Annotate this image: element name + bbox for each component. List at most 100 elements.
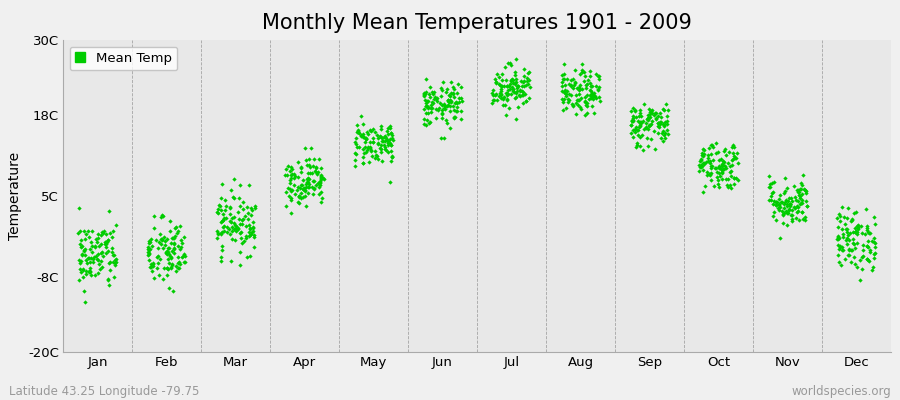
Point (793, 194, 807, 201)
Point (641, 115, 655, 121)
Point (584, 83, 598, 90)
Point (725, 162, 740, 168)
Point (356, 121, 370, 128)
Point (522, 77, 536, 84)
Point (248, 205, 262, 211)
Point (785, 218, 799, 225)
Point (159, 248, 174, 254)
Point (791, 189, 806, 196)
Point (450, 90, 464, 96)
Point (348, 135, 363, 142)
Point (592, 94, 607, 100)
Point (146, 260, 160, 267)
Point (230, 226, 244, 232)
Point (385, 135, 400, 142)
Point (442, 92, 456, 98)
Point (855, 266, 869, 272)
Point (516, 92, 530, 98)
Point (565, 101, 580, 107)
Point (312, 182, 327, 188)
Point (851, 224, 866, 231)
Point (378, 145, 392, 152)
Point (842, 251, 856, 258)
Point (489, 79, 503, 85)
Point (350, 128, 365, 135)
Point (699, 169, 714, 175)
Point (769, 199, 783, 205)
Point (518, 98, 533, 104)
Point (641, 117, 655, 123)
Point (860, 222, 875, 229)
Point (849, 261, 863, 267)
Point (575, 85, 590, 92)
Point (240, 254, 255, 260)
Point (356, 130, 371, 137)
Point (643, 109, 657, 115)
Point (770, 199, 784, 205)
Point (365, 153, 380, 159)
Point (299, 181, 313, 188)
Point (211, 210, 225, 216)
Point (108, 222, 122, 229)
Point (307, 185, 321, 191)
Point (767, 179, 781, 186)
Point (867, 235, 881, 241)
Point (796, 216, 810, 222)
Point (308, 168, 322, 174)
Point (169, 224, 184, 230)
Point (210, 234, 224, 241)
Point (157, 264, 171, 271)
Point (374, 146, 388, 152)
Point (847, 240, 861, 247)
Point (659, 101, 673, 107)
Point (74, 244, 88, 250)
Point (861, 244, 876, 250)
Point (84, 255, 98, 261)
Point (626, 127, 640, 133)
Point (500, 77, 514, 84)
Point (436, 111, 450, 117)
Point (222, 231, 237, 237)
Point (166, 246, 181, 252)
Point (363, 144, 377, 151)
Point (555, 99, 570, 105)
Point (358, 136, 373, 142)
Point (157, 244, 171, 251)
Point (495, 70, 509, 77)
Point (698, 160, 712, 166)
Point (715, 161, 729, 168)
Point (695, 163, 709, 170)
Point (628, 124, 643, 130)
Point (868, 213, 882, 220)
Point (508, 72, 523, 78)
Point (581, 96, 596, 102)
Point (793, 186, 807, 193)
Point (375, 157, 390, 164)
Point (711, 177, 725, 184)
Point (626, 113, 640, 119)
Point (642, 106, 656, 112)
Point (850, 231, 864, 237)
Point (649, 114, 663, 121)
Point (421, 98, 436, 104)
Point (283, 177, 297, 183)
Point (556, 70, 571, 77)
Point (657, 132, 671, 138)
Point (285, 166, 300, 172)
Point (243, 232, 257, 238)
Point (564, 82, 579, 88)
Point (348, 150, 363, 156)
Point (241, 222, 256, 228)
Point (226, 194, 240, 200)
Point (701, 158, 716, 164)
Point (520, 78, 535, 84)
Point (836, 247, 850, 254)
Point (842, 232, 856, 238)
Point (782, 201, 796, 208)
Point (592, 98, 607, 104)
Point (176, 240, 190, 246)
Point (79, 257, 94, 264)
Point (242, 224, 256, 231)
Point (515, 83, 529, 89)
Point (225, 236, 239, 242)
